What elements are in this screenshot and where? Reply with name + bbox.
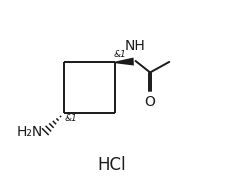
Text: O: O [145, 95, 155, 109]
Text: HCl: HCl [97, 156, 126, 174]
Polygon shape [115, 58, 134, 65]
Text: &1: &1 [114, 50, 126, 59]
Text: H₂N: H₂N [17, 125, 43, 139]
Text: NH: NH [124, 39, 145, 53]
Text: &1: &1 [64, 114, 77, 123]
